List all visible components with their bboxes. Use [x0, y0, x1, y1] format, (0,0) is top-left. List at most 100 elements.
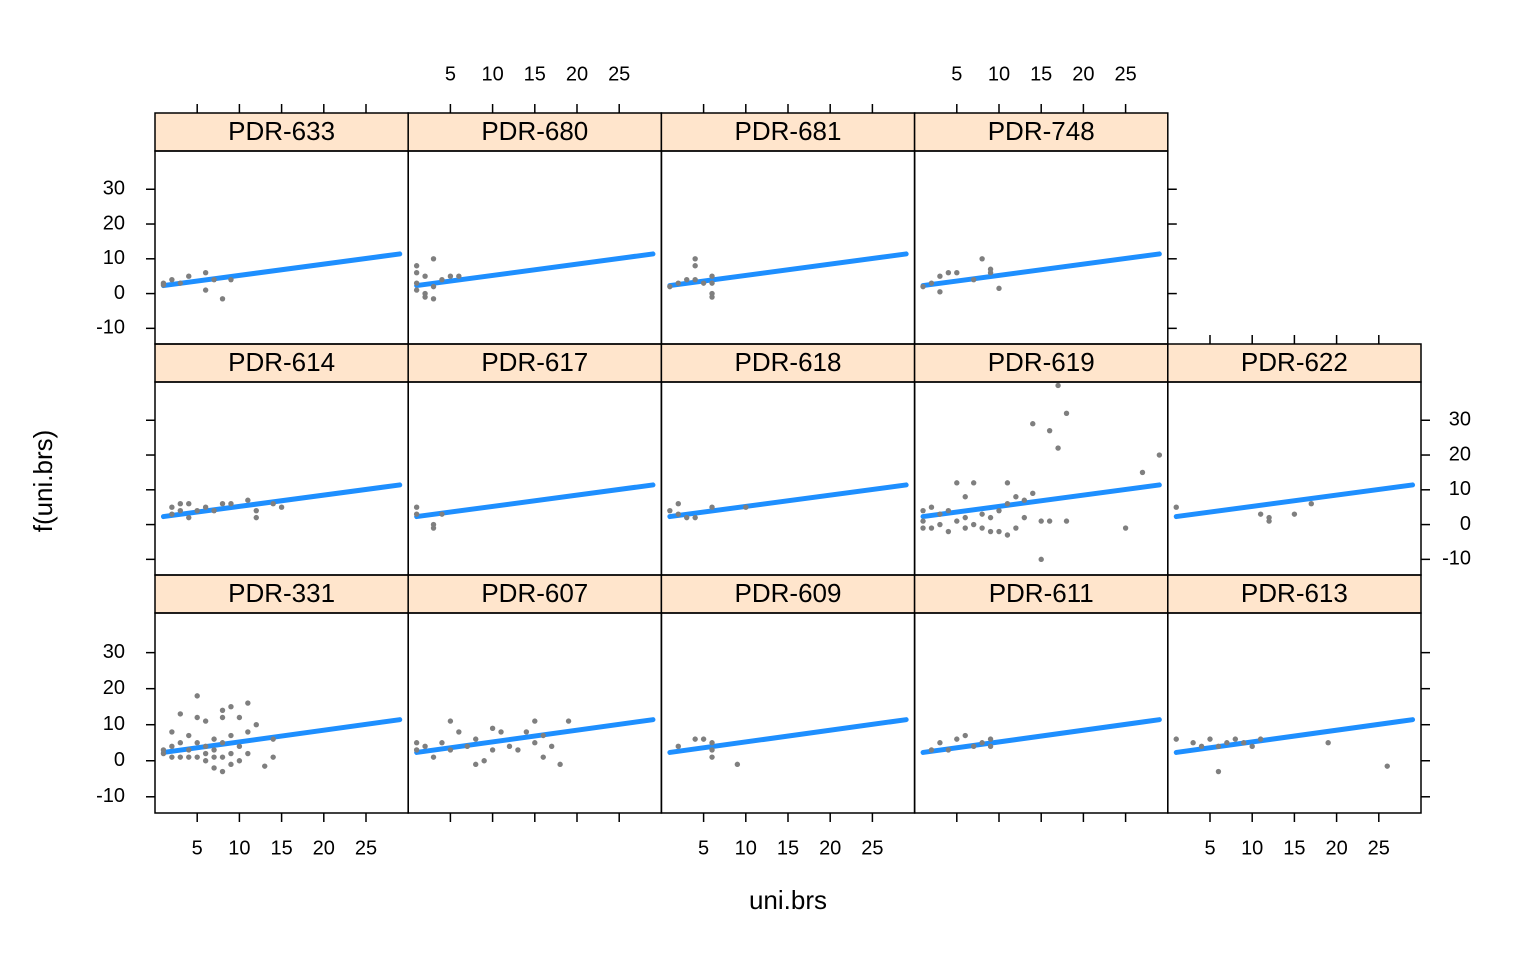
point — [202, 287, 209, 293]
panel-plot — [160, 251, 403, 302]
fit-line — [920, 717, 1162, 755]
point — [928, 747, 935, 753]
point — [734, 761, 741, 768]
panel-plot — [920, 717, 1162, 755]
fit-line — [160, 251, 403, 289]
point — [211, 765, 217, 771]
strip-title: PDR-681 — [735, 116, 842, 146]
point — [219, 707, 226, 713]
point — [523, 729, 530, 735]
strip — [154, 343, 409, 383]
point — [532, 718, 538, 724]
point — [430, 296, 437, 302]
y-tick-label: 10 — [103, 713, 125, 735]
point — [709, 273, 715, 279]
point — [439, 276, 445, 283]
y-tick-label: 0 — [1460, 513, 1471, 535]
point — [937, 511, 943, 517]
point — [557, 761, 563, 768]
point — [202, 743, 209, 750]
y-tick-label: 0 — [114, 749, 125, 771]
point — [177, 754, 184, 760]
x-tick-label: 10 — [228, 837, 250, 859]
point — [228, 501, 234, 507]
point — [565, 718, 572, 724]
strip-title: PDR-614 — [228, 347, 335, 377]
point — [211, 754, 217, 760]
point — [169, 504, 175, 510]
point — [1021, 497, 1028, 503]
panel-border — [407, 612, 663, 814]
point — [228, 750, 234, 757]
panel-plot — [160, 482, 403, 521]
point — [1038, 556, 1044, 563]
point — [1139, 469, 1146, 476]
point — [253, 514, 259, 521]
point — [1063, 410, 1070, 416]
point — [413, 287, 420, 293]
x-tick-label: 10 — [988, 63, 1010, 85]
strip — [1167, 574, 1422, 614]
point — [413, 740, 420, 746]
point — [413, 747, 420, 753]
point — [219, 740, 226, 746]
point — [692, 276, 698, 283]
point — [954, 480, 960, 486]
point — [928, 525, 935, 531]
panel-plot — [667, 482, 909, 521]
y-tick-label: 10 — [1449, 478, 1471, 500]
panel-border — [913, 150, 1169, 345]
panel-border — [660, 612, 916, 814]
point — [219, 754, 226, 760]
point — [700, 736, 707, 742]
point — [970, 480, 977, 486]
point — [447, 273, 454, 279]
y-tick-label: 20 — [103, 677, 125, 699]
point — [439, 511, 445, 517]
x-tick-label: 20 — [819, 837, 841, 859]
point — [709, 294, 715, 300]
point — [1030, 421, 1036, 427]
point — [962, 514, 968, 521]
point — [422, 294, 428, 300]
point — [202, 758, 209, 764]
point — [245, 750, 251, 757]
point — [970, 276, 977, 283]
point — [709, 754, 715, 760]
point — [1241, 740, 1247, 746]
point — [987, 743, 994, 750]
fit-line — [1173, 717, 1416, 755]
panel-plot — [1173, 482, 1416, 524]
point — [413, 511, 420, 517]
point — [413, 504, 420, 510]
panel-plot — [667, 251, 909, 300]
point — [211, 747, 217, 753]
x-tick-label: 5 — [951, 63, 962, 85]
panel-plot — [413, 482, 656, 531]
strip-title: PDR-611 — [989, 578, 1094, 608]
point — [278, 504, 285, 510]
point — [1291, 511, 1298, 517]
point — [515, 747, 521, 753]
point — [996, 528, 1002, 535]
panel-border — [660, 150, 916, 345]
point — [253, 507, 259, 514]
point — [211, 736, 217, 742]
point — [236, 743, 243, 750]
strip-title: PDR-607 — [481, 578, 588, 608]
point — [413, 280, 420, 286]
point — [675, 280, 681, 286]
point — [169, 754, 175, 760]
point — [219, 714, 226, 721]
point — [186, 514, 192, 521]
x-tick-label: 20 — [566, 63, 588, 85]
point — [987, 266, 994, 272]
point — [1038, 518, 1044, 524]
point — [169, 729, 175, 735]
point — [1156, 452, 1163, 458]
point — [245, 497, 251, 503]
point — [675, 501, 681, 507]
point — [692, 256, 698, 262]
point — [202, 270, 209, 276]
point — [987, 514, 994, 521]
